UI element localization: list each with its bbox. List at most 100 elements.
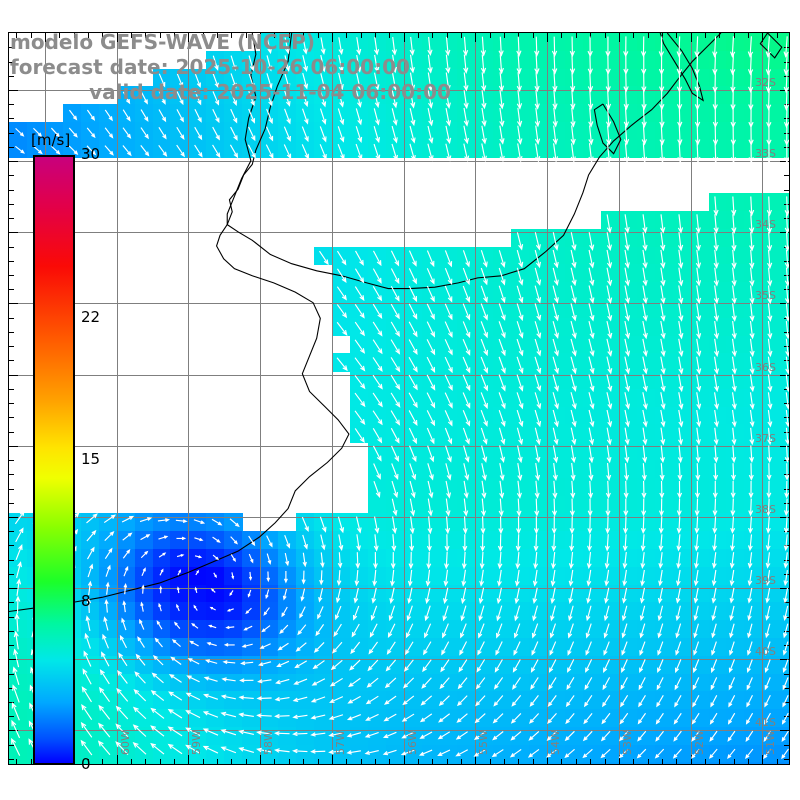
- axis-tick-right: [784, 189, 789, 191]
- axis-tick-right: [784, 417, 789, 419]
- axis-tick-right: [784, 132, 789, 134]
- axis-tick-bottom: [762, 755, 764, 764]
- axis-tick-right: [780, 374, 789, 376]
- axis-tick-left: [9, 744, 14, 746]
- axis-tick-bottom: [389, 759, 391, 764]
- axis-tick-right: [784, 687, 789, 689]
- axis-tick-bottom: [575, 759, 577, 764]
- gridline-lon: [762, 33, 764, 764]
- axis-tick-bottom: [30, 759, 32, 764]
- axis-tick-left: [9, 431, 14, 433]
- axis-tick-right: [784, 744, 789, 746]
- axis-tick-bottom: [776, 759, 778, 764]
- axis-tick-right: [784, 431, 789, 433]
- axis-tick-right: [780, 161, 789, 163]
- axis-tick-bottom: [733, 759, 735, 764]
- axis-tick-top: [748, 33, 749, 38]
- axis-tick-right: [784, 346, 789, 348]
- axis-tick-top: [30, 33, 32, 38]
- axis-tick-left: [9, 687, 14, 689]
- axis-tick-bottom: [346, 759, 348, 764]
- axis-tick-top: [274, 33, 276, 38]
- axis-tick-left: [9, 659, 18, 661]
- axis-tick-right: [784, 403, 789, 405]
- axis-tick-right: [784, 630, 789, 632]
- axis-tick-right: [784, 146, 789, 148]
- axis-tick-left: [9, 716, 14, 718]
- lat-tick-label: 39S: [755, 574, 776, 588]
- axis-tick-bottom: [518, 759, 520, 764]
- axis-tick-left: [9, 516, 18, 518]
- axis-tick-bottom: [102, 759, 104, 764]
- axis-tick-right: [784, 573, 789, 575]
- gridline-lat: [9, 445, 789, 447]
- axis-tick-top: [116, 33, 118, 42]
- axis-tick-left: [9, 175, 14, 177]
- axis-tick-bottom: [245, 759, 247, 764]
- axis-tick-bottom: [131, 759, 132, 764]
- gridline-lon: [188, 33, 190, 764]
- axis-tick-bottom: [116, 755, 118, 764]
- axis-tick-bottom: [547, 755, 549, 764]
- axis-tick-left: [9, 559, 14, 561]
- axis-tick-right: [784, 75, 789, 77]
- axis-tick-right: [784, 118, 789, 120]
- axis-tick-bottom: [704, 759, 706, 764]
- axis-tick-top: [331, 33, 333, 42]
- axis-tick-left: [9, 232, 18, 234]
- gridline-lon: [116, 33, 118, 764]
- axis-tick-left: [9, 702, 14, 703]
- axis-tick-left: [9, 758, 14, 760]
- axis-tick-bottom: [504, 759, 505, 764]
- axis-tick-top: [202, 33, 204, 38]
- axis-tick-top: [762, 33, 764, 42]
- axis-tick-bottom: [532, 759, 534, 764]
- gridline-lon: [260, 33, 262, 764]
- axis-tick-right: [784, 716, 789, 718]
- colorbar-tick-label: 8: [81, 592, 91, 611]
- axis-tick-top: [102, 33, 104, 38]
- colorbar-tick-label: 0: [81, 755, 91, 773]
- axis-tick-bottom: [461, 759, 462, 764]
- axis-tick-left: [9, 573, 14, 575]
- axis-tick-bottom: [748, 759, 749, 764]
- gridline-lat: [9, 516, 789, 518]
- axis-tick-left: [9, 61, 14, 63]
- axis-tick-bottom: [331, 755, 333, 764]
- axis-tick-right: [784, 203, 789, 205]
- axis-tick-left: [9, 189, 14, 191]
- axis-tick-right: [780, 730, 789, 732]
- gridline-lat: [9, 303, 789, 305]
- axis-tick-top: [245, 33, 247, 38]
- axis-tick-top: [374, 33, 376, 38]
- axis-tick-bottom: [303, 759, 305, 764]
- axis-tick-bottom: [159, 759, 161, 764]
- axis-tick-right: [784, 474, 789, 476]
- map-plot-area: [8, 32, 790, 765]
- axis-tick-top: [532, 33, 534, 38]
- axis-tick-top: [260, 33, 262, 42]
- axis-tick-top: [317, 33, 319, 38]
- axis-tick-right: [780, 303, 789, 305]
- axis-tick-left: [9, 161, 18, 163]
- wind-speed-cells: [9, 33, 789, 764]
- lat-tick-label: 37S: [755, 431, 776, 445]
- axis-tick-top: [561, 33, 563, 38]
- axis-tick-top: [346, 33, 348, 38]
- axis-tick-top: [461, 33, 462, 38]
- axis-tick-left: [9, 417, 14, 419]
- lon-tick-label: 59W: [190, 730, 204, 755]
- axis-tick-left: [9, 289, 14, 291]
- axis-tick-right: [784, 758, 789, 760]
- axis-tick-top: [446, 33, 448, 38]
- gridline-lat: [9, 588, 789, 590]
- axis-tick-bottom: [590, 759, 592, 764]
- gridline-lat: [9, 161, 789, 163]
- axis-tick-top: [16, 33, 18, 38]
- axis-tick-right: [784, 559, 789, 561]
- axis-tick-left: [9, 104, 14, 106]
- axis-tick-top: [647, 33, 649, 38]
- lon-tick-label: 57W: [333, 730, 347, 755]
- axis-tick-top: [590, 33, 592, 38]
- lon-tick-label: 53W: [620, 730, 634, 755]
